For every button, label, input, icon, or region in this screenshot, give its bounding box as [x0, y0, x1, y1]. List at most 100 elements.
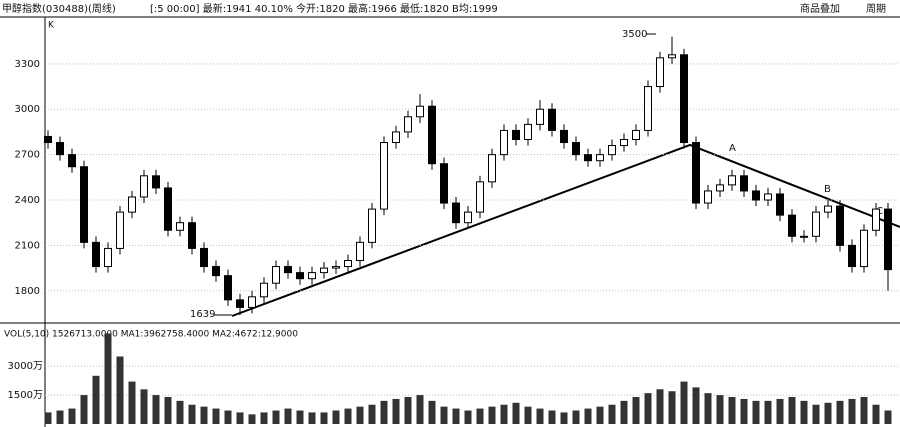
volume-bar [404, 397, 412, 424]
volume-bar [488, 406, 496, 424]
candle-body [92, 241, 100, 268]
volume-bar [524, 406, 532, 424]
volume-bar [752, 400, 760, 424]
volume-bar [176, 400, 184, 424]
volume-bar [380, 400, 388, 424]
volume-bar [452, 408, 460, 424]
candle-body [512, 129, 520, 141]
candle-body [824, 205, 832, 213]
candle-body [788, 214, 796, 237]
volume-bar [356, 406, 364, 424]
candle-body [800, 235, 808, 238]
candle-body [692, 142, 700, 204]
candle-body [284, 266, 292, 274]
volume-bar [812, 404, 820, 424]
volume-bar [140, 389, 148, 424]
candle-body [116, 211, 124, 249]
volume-bar [836, 400, 844, 424]
candle-body [356, 241, 364, 262]
volume-bar [788, 397, 796, 424]
candle-body [200, 247, 208, 268]
annotation: 1639 [190, 309, 215, 320]
candle-body [188, 222, 196, 249]
overlay-button[interactable]: 商品叠加 [800, 2, 840, 15]
volume-bar [428, 400, 436, 424]
volume-bar [464, 410, 472, 424]
candle-body [368, 208, 376, 243]
candle-body [296, 272, 304, 280]
candle-body [872, 208, 880, 231]
volume-bar [80, 395, 88, 424]
candle-body [728, 175, 736, 186]
candle-body [68, 154, 76, 168]
y-tick-label: 2700 [15, 150, 40, 161]
candle-body [632, 129, 640, 141]
volume-bar [152, 395, 160, 424]
candle-body [740, 175, 748, 192]
volume-bar [824, 402, 832, 424]
volume-bar [368, 404, 376, 424]
candle-body [164, 187, 172, 231]
volume-bar [200, 406, 208, 424]
candle-body [572, 142, 580, 156]
volume-legend: VOL(5,10) 1526713.0000 MA1:3962758.4000 … [4, 330, 298, 340]
volume-bar [632, 397, 640, 424]
volume-bar [296, 410, 304, 424]
volume-bar [572, 410, 580, 424]
candle-body [500, 129, 508, 156]
volume-bar [848, 398, 856, 424]
volume-bar [260, 412, 268, 424]
volume-bar [128, 381, 136, 424]
candle-body [416, 105, 424, 118]
volume-bar [620, 400, 628, 424]
volume-bar [680, 381, 688, 424]
volume-bar [608, 404, 616, 424]
candle-body [644, 86, 652, 131]
volume-bar [656, 389, 664, 424]
volume-bar [416, 395, 424, 424]
volume-bar [536, 408, 544, 424]
candle-body [224, 275, 232, 301]
candle-body [152, 175, 160, 189]
candle-body [536, 108, 544, 125]
candle-body [440, 163, 448, 204]
volume-bar [68, 408, 76, 424]
volume-bar [500, 404, 508, 424]
candle-body [620, 139, 628, 147]
candle-body [260, 282, 268, 298]
volume-bar [56, 410, 64, 424]
candle-body [668, 54, 676, 59]
header-bar [0, 0, 900, 17]
candle-body [104, 247, 112, 268]
volume-bar [188, 404, 196, 424]
volume-bar [320, 412, 328, 424]
candle-body [404, 116, 412, 133]
candle-body [392, 131, 400, 144]
volume-bar [440, 406, 448, 424]
period-button[interactable]: 周期 [866, 3, 886, 15]
candle-body [452, 202, 460, 224]
candle-body [176, 222, 184, 231]
candle-body [272, 266, 280, 284]
volume-bar [44, 412, 52, 424]
candle-body [488, 154, 496, 183]
y-tick-label: 2100 [15, 240, 40, 251]
volume-bar [212, 408, 220, 424]
candle-body [776, 193, 784, 216]
volume-bar [272, 410, 280, 424]
volume-bar [728, 397, 736, 424]
candle-body [656, 57, 664, 88]
candle-body [380, 142, 388, 210]
candle-body [704, 190, 712, 204]
candle-body [860, 229, 868, 268]
y-tick-label: 3300 [15, 59, 40, 70]
candle-body [596, 154, 604, 162]
candle-body [332, 266, 340, 269]
volume-bar [884, 410, 892, 424]
volume-bar [92, 375, 100, 424]
volume-bar [860, 397, 868, 424]
candle-body [584, 154, 592, 162]
candle-body [476, 181, 484, 213]
